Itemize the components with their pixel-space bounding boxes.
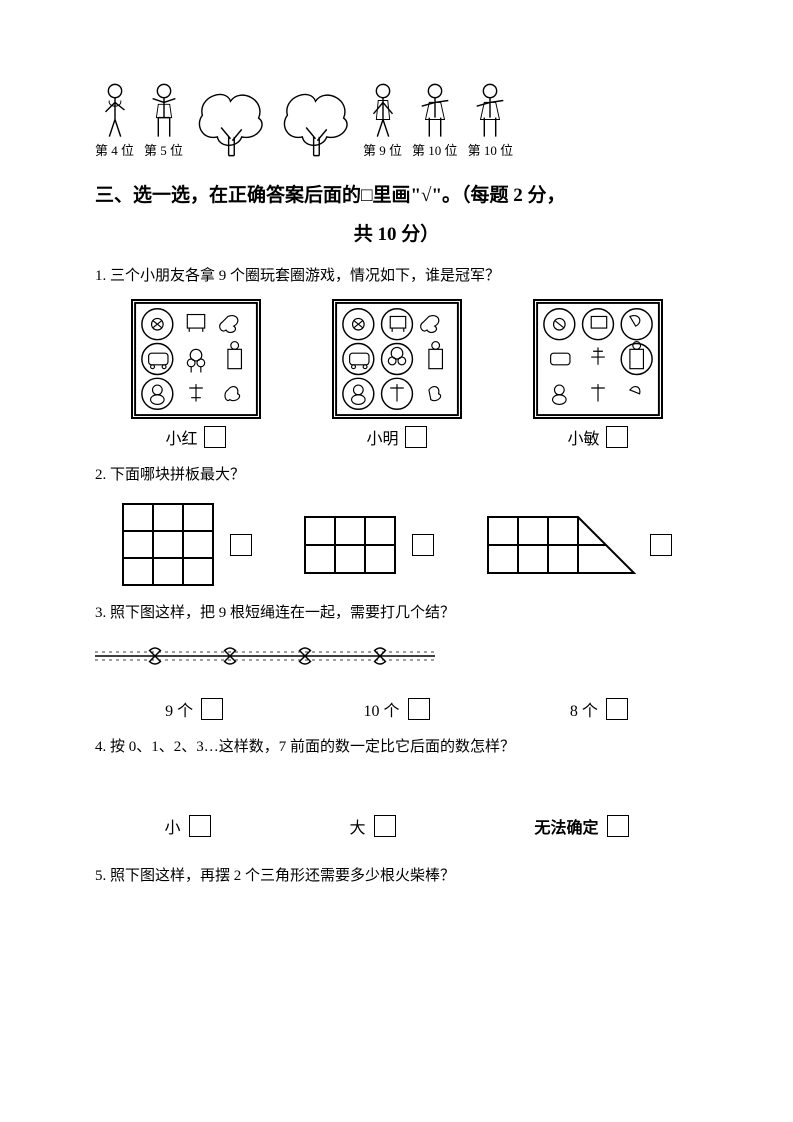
question-4-text: 4. 按 0、1、2、3…这样数，7 前面的数一定比它后面的数怎样？	[95, 735, 698, 756]
q4-option-unknown: 无法确定	[534, 814, 628, 838]
q1-name: 小敏	[567, 425, 599, 449]
child-icon	[145, 80, 183, 140]
answer-checkbox[interactable]	[405, 426, 427, 448]
question-4-options: 小 大 无法确定	[95, 814, 698, 838]
question-5-text: 5. 照下图这样，再摆 2 个三角形还需要多少根火柴棒？	[95, 864, 698, 885]
figure-pos-9: 第 9 位	[363, 80, 402, 159]
figure-label: 第 9 位	[363, 140, 402, 159]
worksheet-page: 第 4 位 第 5 位 第 9 位	[0, 0, 793, 1122]
figure-pos-10a: 第 10 位	[412, 80, 458, 159]
grid-triangle-icon	[486, 515, 636, 575]
section-3-title: 三、选一选，在正确答案后面的□里画"√"。（每题 2 分，	[95, 179, 698, 213]
rope-knots-icon	[95, 646, 435, 666]
figure-label: 第 5 位	[144, 140, 183, 159]
question-1-options: 小红	[95, 299, 698, 449]
q2-option-b	[303, 515, 434, 575]
top-figure-row: 第 4 位 第 5 位 第 9 位	[95, 80, 698, 159]
q1-option-xiaohong: 小红	[131, 299, 261, 449]
question-3-text: 3. 照下图这样，把 9 根短绳连在一起，需要打几个结？	[95, 601, 698, 622]
answer-checkbox[interactable]	[189, 815, 211, 837]
q4-option-small: 小	[164, 814, 210, 838]
figure-label: 第 4 位	[95, 140, 134, 159]
q1-name: 小红	[165, 425, 197, 449]
question-2-options	[95, 502, 698, 587]
option-label: 8 个	[570, 697, 598, 721]
figure-pos-5: 第 5 位	[144, 80, 183, 159]
section-3-subtitle: 共 10 分）	[95, 219, 698, 246]
option-label: 大	[349, 814, 365, 838]
child-icon	[96, 80, 134, 140]
tree-icon	[278, 81, 353, 159]
question-1-text: 1. 三个小朋友各拿 9 个圈玩套圈游戏，情况如下，谁是冠军？	[95, 264, 698, 285]
question-2-text: 2. 下面哪块拼板最大？	[95, 463, 698, 484]
figure-label: 第 10 位	[412, 140, 458, 159]
q4-option-big: 大	[349, 814, 395, 838]
ring-board-icon	[332, 299, 462, 419]
option-label: 无法确定	[534, 814, 598, 838]
q3-option-8: 8 个	[570, 697, 628, 721]
figure-pos-10b: 第 10 位	[468, 80, 514, 159]
answer-checkbox[interactable]	[230, 534, 252, 556]
answer-checkbox[interactable]	[650, 534, 672, 556]
ring-board-icon	[533, 299, 663, 419]
figure-pos-4: 第 4 位	[95, 80, 134, 159]
answer-checkbox[interactable]	[606, 426, 628, 448]
child-icon	[364, 80, 402, 140]
child-icon	[416, 80, 454, 140]
answer-checkbox[interactable]	[607, 815, 629, 837]
answer-checkbox[interactable]	[201, 698, 223, 720]
q1-option-xiaoming: 小明	[332, 299, 462, 449]
option-label: 9 个	[165, 697, 193, 721]
option-label: 10 个	[363, 697, 399, 721]
grid-3x3-icon	[121, 502, 216, 587]
figure-label: 第 10 位	[468, 140, 514, 159]
answer-checkbox[interactable]	[204, 426, 226, 448]
grid-3x2-icon	[303, 515, 398, 575]
q3-option-9: 9 个	[165, 697, 223, 721]
answer-checkbox[interactable]	[412, 534, 434, 556]
q2-option-c	[486, 515, 672, 575]
option-label: 小	[164, 814, 180, 838]
ring-board-icon	[131, 299, 261, 419]
answer-checkbox[interactable]	[408, 698, 430, 720]
answer-checkbox[interactable]	[374, 815, 396, 837]
q2-option-a	[121, 502, 252, 587]
tree-icon	[193, 81, 268, 159]
child-icon	[471, 80, 509, 140]
question-3-options: 9 个 10 个 8 个	[95, 697, 698, 721]
q1-name: 小明	[366, 425, 398, 449]
q3-option-10: 10 个	[363, 697, 429, 721]
q1-option-xiaomin: 小敏	[533, 299, 663, 449]
answer-checkbox[interactable]	[606, 698, 628, 720]
